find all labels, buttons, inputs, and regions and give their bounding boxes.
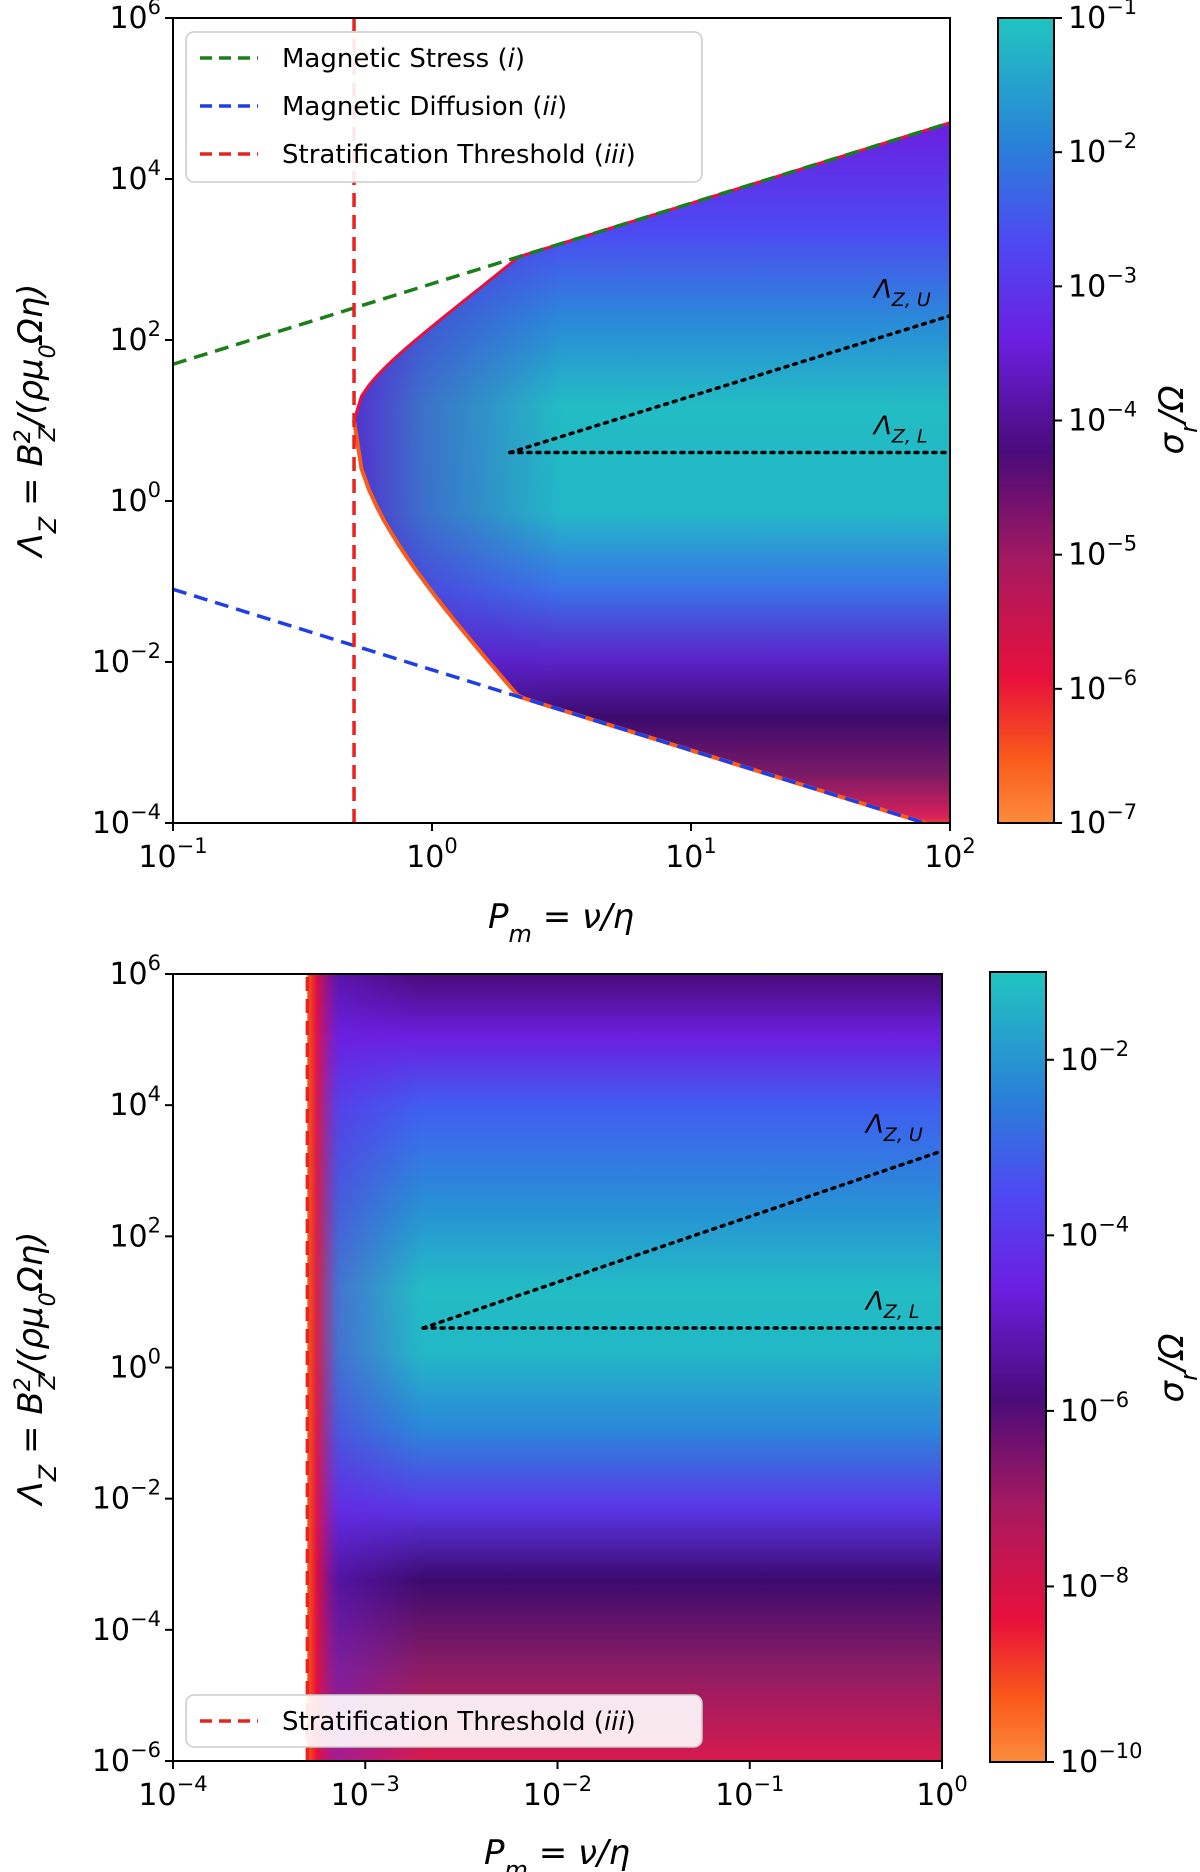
annotation-line-upper [421, 1149, 942, 1330]
line-magnetic-stress-i [173, 121, 950, 366]
bottom-colorbar [989, 971, 1047, 1763]
top-axes-frame [172, 17, 951, 824]
x-tick-label: 10−4 [138, 1772, 207, 1813]
bottom-panel: 10−4 10−3 10−2 10−1 100 10−610−410−210010210… [11, 951, 1200, 1872]
legend-label-magnetic-diffusion: Magnetic Diffusion (ii) [282, 92, 567, 122]
unstable-region-bottom-shading [307, 974, 942, 1761]
top-colorbar-label: σr/Ω [1152, 386, 1200, 455]
x-tick-label: 100 [916, 1772, 968, 1813]
y-tick-label: 102 [109, 317, 161, 358]
legend-label-stratification-threshold-bottom: Stratification Threshold (iii) [282, 1707, 636, 1737]
top-legend-box [185, 31, 703, 183]
x-tick-label: 10−3 [331, 1772, 400, 1813]
legend-label-stratification-threshold: Stratification Threshold (iii) [282, 140, 636, 170]
colorbar-tick-label: 10−3 [1068, 263, 1137, 304]
x-tick-label: 101 [665, 834, 717, 875]
x-tick-label: 100 [406, 834, 458, 875]
top-legend: Magnetic Stress (i) Magnetic Diffusion (… [185, 31, 703, 183]
bottom-x-axis-label: Pm = ν/η [484, 1833, 630, 1872]
top-y-axis-label: ΛZ = B2Z/(ρμ0Ωη) [11, 284, 63, 560]
bottom-legend: Stratification Threshold (iii) [185, 1694, 703, 1748]
bottom-colorbar-label: σr/Ω [1152, 1334, 1200, 1403]
y-tick-label: 106 [109, 0, 161, 36]
x-tick-label: 10−2 [523, 1772, 592, 1813]
y-tick-label: 104 [109, 1082, 161, 1123]
x-tick-label: 102 [924, 834, 976, 875]
colorbar-tick-label: 10−6 [1060, 1388, 1129, 1429]
colorbar-tick-label: 10−8 [1060, 1563, 1129, 1604]
y-tick-label: 10−4 [92, 800, 161, 841]
top-panel: 10−1 100 101 102 10−4 10−2 100 102 104 106 ΛZ, U… [11, 0, 1200, 948]
colorbar-tick-label: 10−5 [1068, 532, 1137, 573]
top-colorbar [997, 17, 1055, 824]
y-tick-label: 100 [109, 478, 161, 519]
y-tick-label: 10−2 [92, 1476, 161, 1517]
annotation-label-lower: ΛZ, L [872, 412, 927, 448]
annotation-label-upper: ΛZ, U [864, 1110, 923, 1146]
colorbar-tick-label: 10−4 [1060, 1212, 1129, 1253]
colorbar-tick-label: 10−4 [1068, 398, 1137, 439]
y-tick-label: 106 [109, 951, 161, 992]
colorbar-tick-label: 10−2 [1060, 1037, 1129, 1078]
bottom-legend-box [185, 1694, 703, 1748]
colorbar-tick-label: 10−6 [1068, 666, 1137, 707]
colorbar-tick-label: 10−1 [1068, 0, 1137, 36]
colorbar-tick-label: 10−2 [1068, 129, 1137, 170]
top-x-axis-label: Pm = ν/η [488, 897, 634, 948]
y-tick-label: 102 [109, 1213, 161, 1254]
x-tick-label: 10−1 [715, 1772, 784, 1813]
y-tick-label: 10−4 [92, 1607, 161, 1648]
y-tick-label: 100 [109, 1345, 161, 1386]
y-tick-label: 104 [109, 156, 161, 197]
y-tick-label: 10−6 [92, 1738, 161, 1779]
bottom-y-axis-label: ΛZ = B2Z/(ρμ0Ωη) [11, 1232, 63, 1508]
colorbar-tick-label: 10−10 [1060, 1739, 1143, 1780]
colorbar-tick-label: 10−7 [1068, 800, 1137, 841]
x-tick-label: 10−1 [138, 834, 207, 875]
y-tick-label: 10−2 [92, 639, 161, 680]
legend-label-magnetic-stress: Magnetic Stress (i) [282, 44, 525, 74]
annotation-label-lower: ΛZ, L [864, 1287, 919, 1323]
unstable-region-top-shading [354, 122, 950, 823]
annotation-label-upper: ΛZ, U [872, 275, 931, 311]
line-magnetic-diffusion-ii [173, 587, 931, 823]
